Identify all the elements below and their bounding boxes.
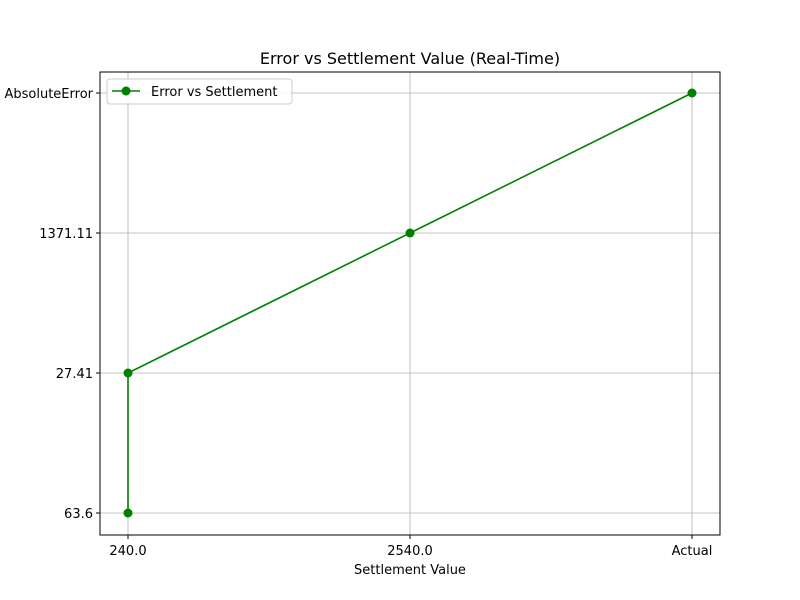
x-axis-ticks: 240.0 2540.0 Actual [109, 535, 712, 559]
legend-marker [121, 86, 131, 96]
legend: Error vs Settlement [106, 78, 293, 105]
y-tick-label: 27.41 [56, 367, 93, 382]
x-tick-label: Actual [672, 544, 713, 559]
legend-box [106, 78, 293, 105]
series-line [127, 92, 693, 513]
data-point [405, 228, 415, 238]
series-layer [123, 88, 697, 518]
x-tick-label: 2540.0 [387, 544, 433, 559]
y-tick-label: 63.6 [64, 507, 93, 522]
y-tick-label: AbsoluteError [4, 87, 93, 102]
data-point [123, 368, 133, 378]
chart-title: Error vs Settlement Value (Real-Time) [260, 49, 560, 68]
y-axis-ticks: 63.6 27.41 1371.11 AbsoluteError [4, 87, 100, 522]
x-tick-label: 240.0 [109, 544, 146, 559]
data-point [123, 508, 133, 518]
x-axis-label: Settlement Value [354, 563, 466, 578]
legend-label: Error vs Settlement [151, 85, 277, 100]
y-tick-label: 1371.11 [39, 227, 93, 242]
data-point [687, 88, 697, 98]
